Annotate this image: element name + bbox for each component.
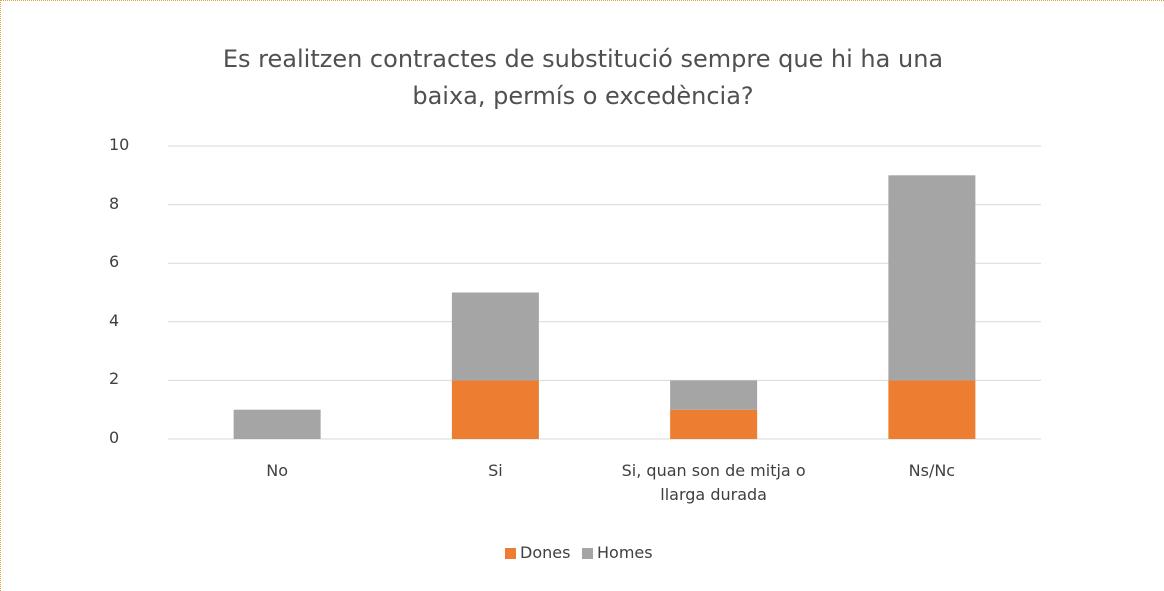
bar-segment (451, 380, 539, 439)
y-tick-label: 2 (109, 369, 120, 389)
legend-label: Homes (597, 543, 653, 562)
bar-segment (888, 380, 976, 439)
x-tick-label: Si, quan son de mitja o llarga durada (621, 461, 806, 504)
y-tick-label: 8 (109, 193, 120, 213)
bar-segment (451, 292, 539, 381)
chart-title: Es realitzen contractes de substitució s… (222, 45, 944, 110)
y-tick-label: 6 (109, 252, 120, 272)
y-tick-label: 0 (109, 428, 120, 447)
legend-label: Dones (520, 543, 571, 562)
bar-segment (888, 175, 976, 381)
legend-swatch (505, 548, 516, 559)
y-tick-label: 4 (109, 310, 120, 330)
y-tick-label: 10 (109, 135, 130, 154)
x-tick-label: Ns/Nc (908, 461, 956, 480)
bar-segment (233, 409, 321, 439)
legend-swatch (582, 548, 593, 559)
x-tick-label: No (266, 461, 288, 480)
bar-segment (670, 380, 758, 410)
bar-segment (670, 409, 758, 439)
x-tick-label: Si (488, 461, 503, 480)
